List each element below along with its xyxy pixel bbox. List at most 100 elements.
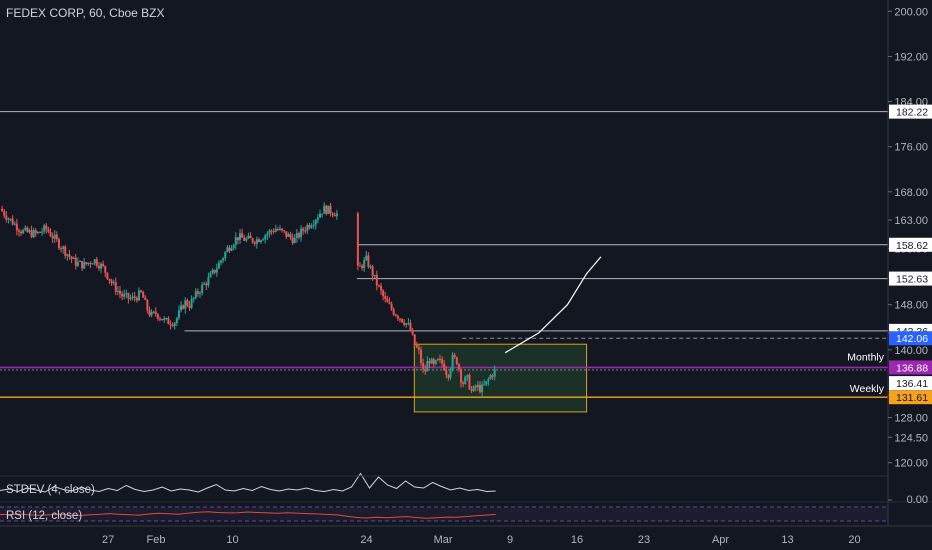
candle-body [123,294,126,297]
candle-body [236,237,239,241]
candle-body [180,305,183,311]
candle-body [398,318,401,320]
candle-body [144,297,147,301]
level-price-badge-label: 131.61 [896,392,928,404]
candle-body [51,236,54,239]
candle-body [49,231,52,237]
candle-body [70,256,73,260]
candle-body [466,374,469,377]
candle-body [93,259,96,264]
candle-body [371,266,374,277]
time-tick-label: Apr [712,534,729,546]
candle-body [106,272,109,279]
candle-body [228,247,231,251]
candle-body [129,298,132,300]
candle-body [188,305,191,308]
candle-body [140,290,143,293]
candle-body [217,262,220,269]
candle-body [363,259,366,269]
candle-body [493,369,496,377]
candle-body [386,298,389,303]
candle-body [17,230,20,232]
candle-body [270,230,273,232]
candle-body [207,277,210,286]
candle-body [481,384,484,393]
candle-body [312,224,315,226]
candle-body [161,318,164,321]
candle-body [152,311,155,313]
levels-layer: Weekly Monthly [0,111,888,398]
candle-body [121,293,124,297]
candle-body [95,259,98,266]
candle-body [308,225,311,228]
level-price-badge [889,331,932,346]
candle-body [133,296,136,298]
candle-body [28,230,31,232]
candle-body [432,359,435,364]
candle-body [215,268,218,273]
candle-body [158,318,161,320]
candle-body [262,239,265,241]
candle-body [249,235,252,239]
candle-body [196,291,199,294]
candle-body [91,263,94,265]
candle-body [329,205,332,214]
candle-body [392,309,395,315]
candle-body [85,262,88,265]
price-tick-label: 120.00 [894,458,928,470]
candle-body [220,260,223,263]
rsi-line [0,511,496,519]
candle-body [316,217,319,221]
candle-body [171,325,174,327]
candle-body [72,257,75,260]
candle-body [74,257,77,266]
candle-body [36,231,39,234]
candle-body [369,266,372,268]
candle-body [491,375,494,377]
candle-body [474,386,477,388]
candle-body [382,290,385,297]
current-price-label: 136.41 [896,378,928,390]
candle-body [234,237,237,246]
level-price-badge-label: 136.88 [896,362,928,374]
candle-body [323,205,326,214]
level-price-badge [889,237,932,252]
level-price-badge [889,104,932,119]
level-name-label: Weekly [850,383,885,395]
candle-body [135,297,138,301]
time-tick-label: Feb [146,534,165,546]
candle-body [131,296,134,299]
candle-body [167,318,170,325]
level-price-badge [889,360,932,375]
candle-body [24,227,27,231]
candle-body [462,382,465,384]
stdev-label: STDEV (4, close) [6,484,95,496]
candle-body [325,205,328,214]
candle-body [289,234,292,238]
candle-body [310,225,313,228]
candle-body [97,265,100,269]
candle-body [321,213,324,215]
candle-body [9,218,12,220]
candle-body [137,290,140,301]
candle-body [224,252,227,259]
candle-body [41,231,44,233]
candle-body [3,211,6,216]
price-tick-label: 192.00 [894,51,928,63]
price-tick-label: 176.00 [894,142,928,154]
box-layer [413,343,588,413]
candle-body [268,230,271,234]
candle-layer [1,202,496,398]
candle-body [468,374,471,390]
candle-body [417,347,420,350]
candle-body [226,247,229,253]
candle-body [184,300,187,309]
candle-body [238,233,241,241]
candle-body [297,233,300,238]
current-price-badge [889,376,932,391]
candle-body [209,273,212,278]
projection-curve [504,256,602,354]
time-tick-label: 27 [102,534,114,546]
